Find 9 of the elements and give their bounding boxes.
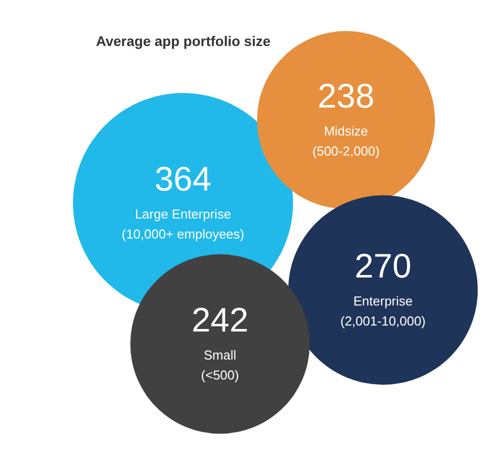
data-label: 238 bbox=[318, 77, 374, 116]
text: Average app portfolio size bbox=[96, 32, 271, 49]
category-label: Midsize (500-2,000) bbox=[312, 124, 380, 159]
data-label: 364 bbox=[154, 160, 212, 198]
category-label: Small (<500) bbox=[201, 348, 239, 383]
category-label: Large Enterprise (10,000+ employees) bbox=[122, 206, 244, 242]
data-label: 270 bbox=[354, 247, 412, 286]
category-label: Enterprise (2,001-10,000) bbox=[340, 294, 426, 329]
data-label: 242 bbox=[192, 301, 248, 340]
